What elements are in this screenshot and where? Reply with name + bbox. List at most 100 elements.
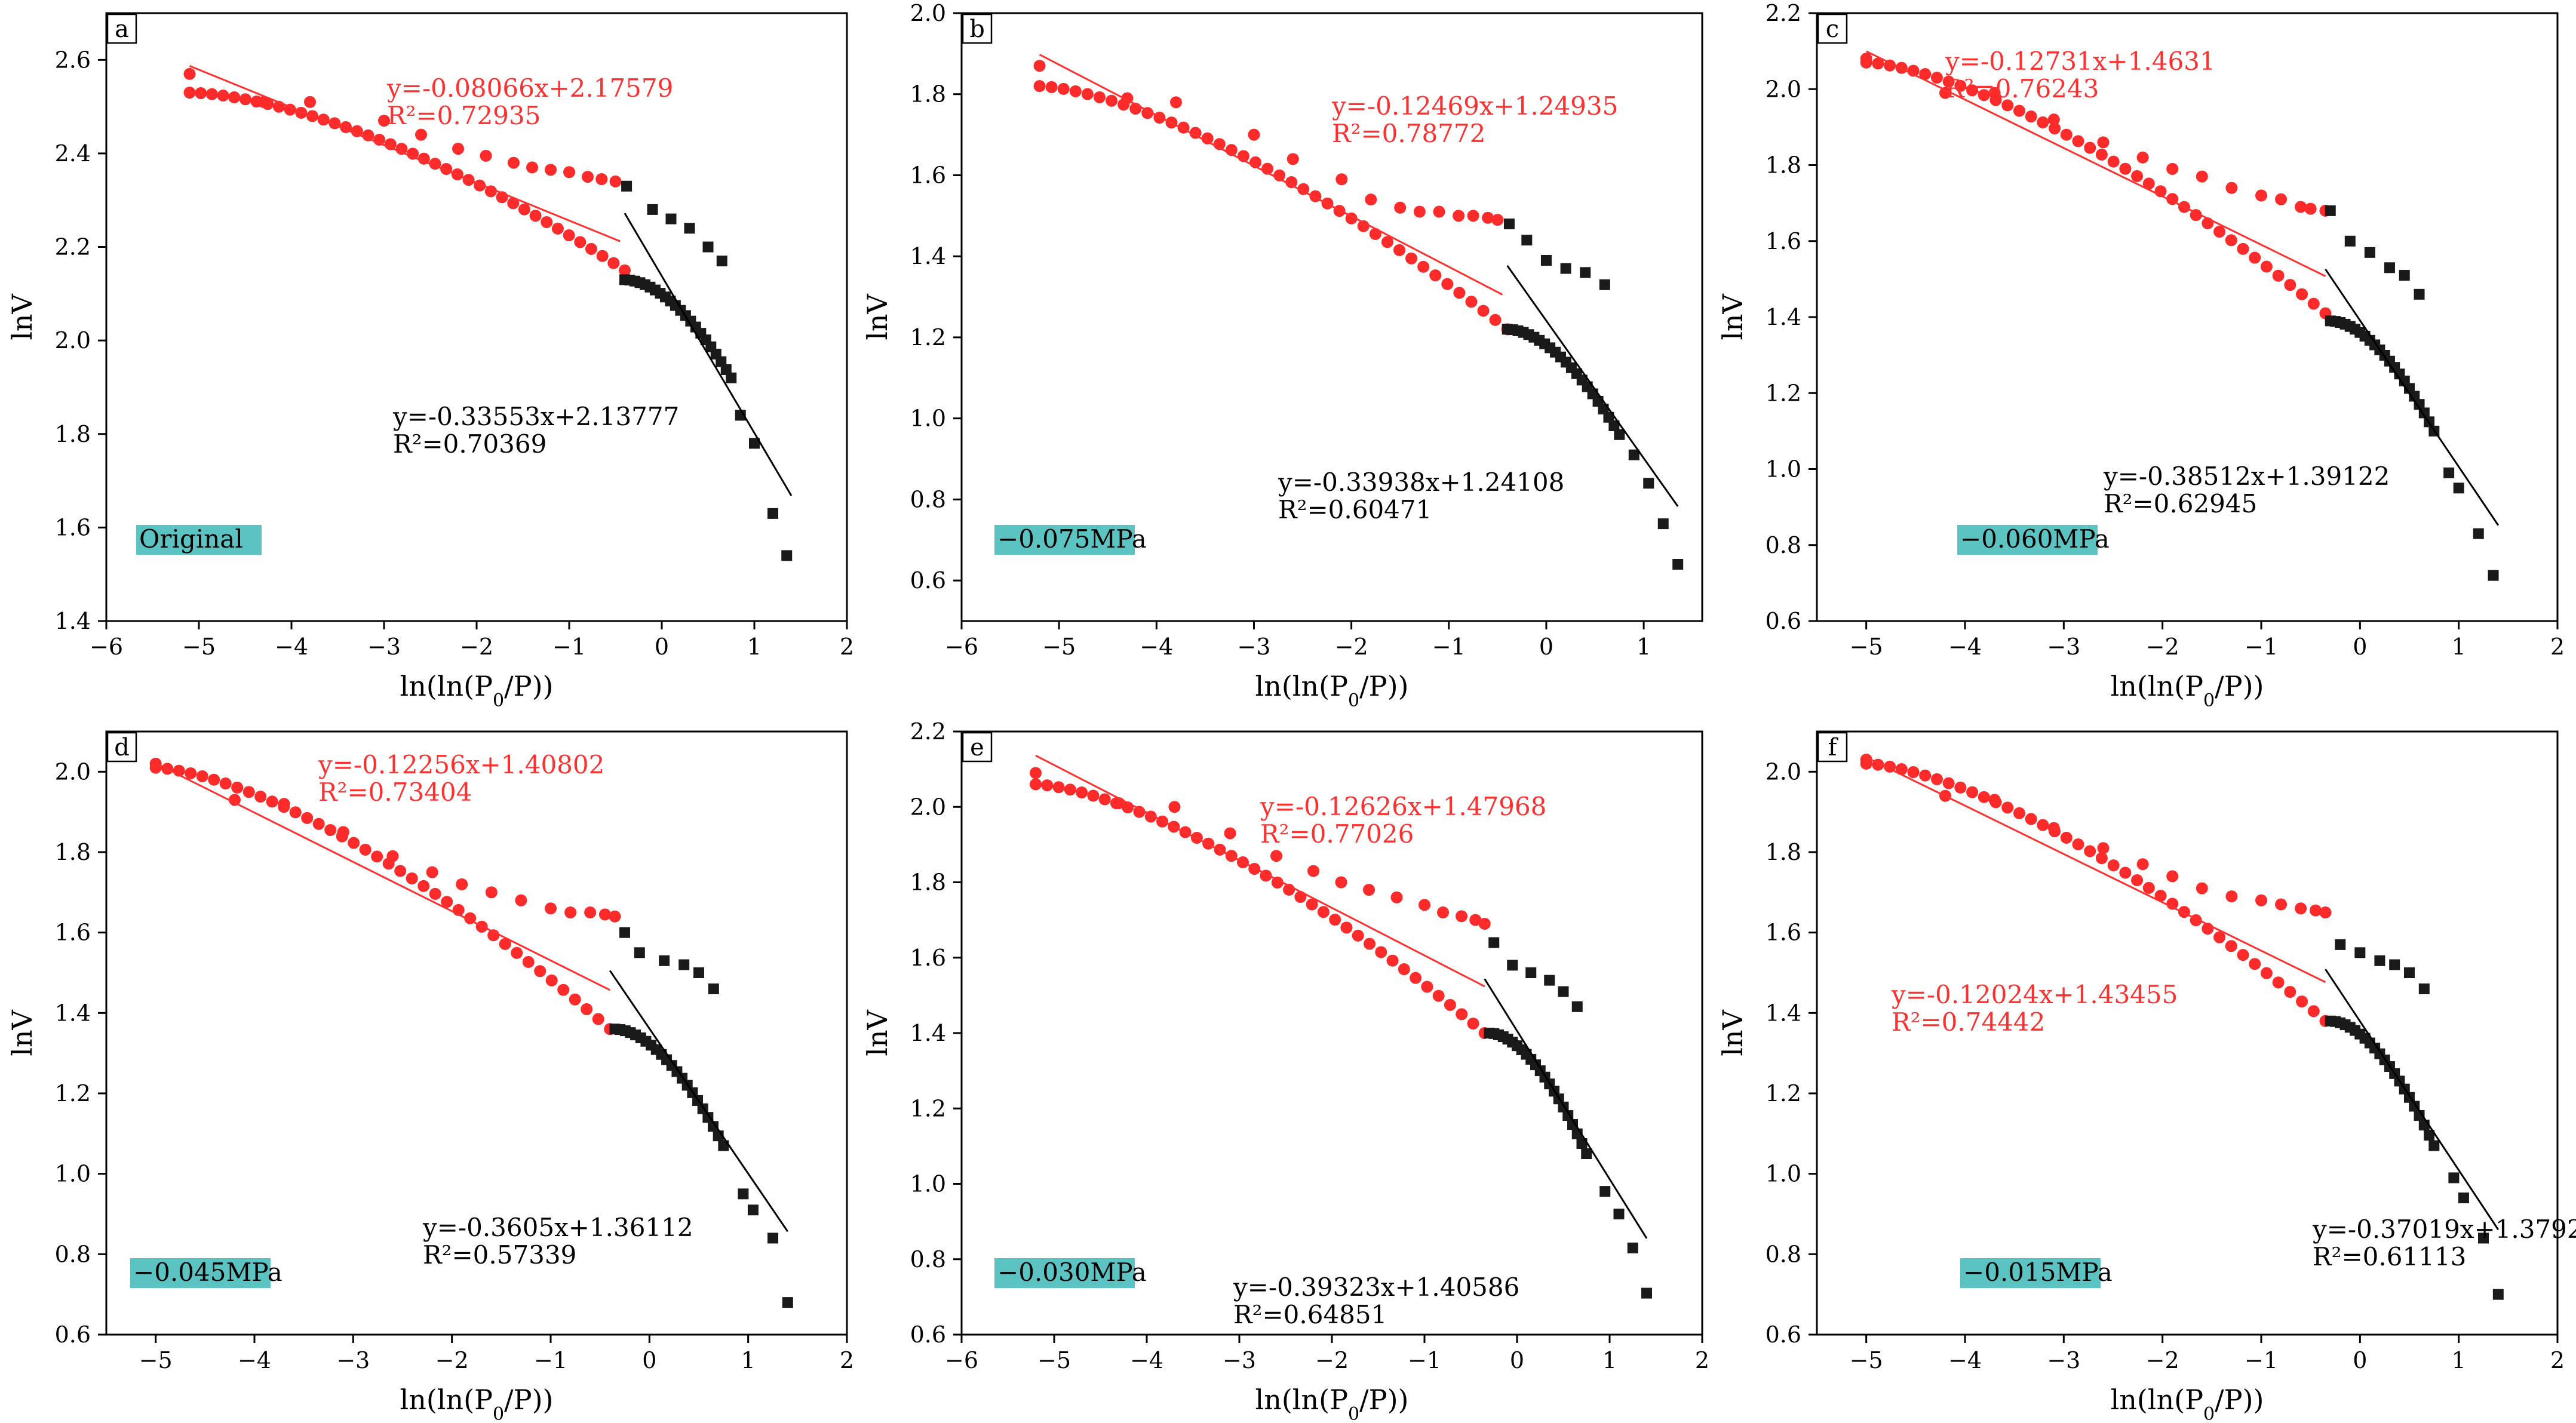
- x-tick-label: −5: [182, 634, 216, 660]
- data-point-black: [2364, 247, 2375, 258]
- data-point-red: [1978, 89, 1990, 102]
- data-point-red: [1884, 59, 1896, 72]
- y-tick-label: 1.6: [55, 514, 91, 540]
- y-tick-label: 1.8: [55, 421, 91, 447]
- data-point-red: [1988, 87, 2001, 99]
- data-point-black: [1558, 986, 1569, 997]
- x-tick-label: −6: [945, 1347, 978, 1373]
- data-point-red: [2001, 801, 2014, 814]
- data-point-red: [1872, 57, 1884, 70]
- data-point-black: [747, 1204, 759, 1216]
- fit-r2-black: R²=0.64851: [1233, 1300, 1387, 1329]
- data-point-black: [2335, 939, 2346, 950]
- data-point-red: [1093, 91, 1106, 103]
- data-point-red: [1491, 214, 1504, 226]
- fit-equation-black: y=-0.38512x+1.39122: [2103, 462, 2390, 491]
- data-point-red: [563, 166, 575, 179]
- data-point-black: [2488, 570, 2499, 581]
- data-point-red: [1106, 94, 1118, 107]
- data-point-black: [749, 438, 760, 449]
- fit-r2-red: R²=0.73404: [318, 777, 472, 807]
- data-point-black: [2424, 1129, 2435, 1141]
- data-point-red: [2166, 870, 2179, 883]
- data-point-red: [2284, 279, 2296, 291]
- data-point-red: [1386, 954, 1399, 967]
- data-point-black: [1608, 420, 1620, 431]
- fit-r2-red: R²=0.72935: [387, 101, 541, 130]
- fit-line-black: [1484, 978, 1648, 1239]
- fit-equation-black: y=-0.39323x+1.40586: [1233, 1273, 1519, 1302]
- data-point-red: [582, 171, 594, 183]
- data-point-red: [1045, 81, 1058, 93]
- data-point-red: [266, 795, 278, 808]
- data-point-red: [1030, 767, 1042, 779]
- data-point-red: [1270, 850, 1282, 862]
- y-tick-label: 1.2: [1766, 380, 1801, 406]
- data-point-red: [2255, 189, 2267, 202]
- data-point-red: [480, 149, 492, 162]
- x-tick-label: −1: [2245, 1347, 2278, 1373]
- data-point-red: [598, 908, 611, 921]
- data-point-red: [541, 216, 553, 228]
- data-point-black: [1581, 1148, 1592, 1159]
- data-point-black: [2414, 399, 2425, 410]
- data-point-red: [452, 143, 464, 155]
- fit-r2-black: R²=0.70369: [393, 429, 546, 459]
- x-tick-label: 0: [2353, 1347, 2367, 1373]
- data-point-black: [2409, 391, 2420, 402]
- x-tick-label: 1: [741, 1347, 756, 1373]
- x-tick-label: 1: [2452, 634, 2466, 660]
- y-axis-title: lnV: [861, 1009, 894, 1056]
- x-tick-label: −5: [1850, 634, 1883, 660]
- data-point-red: [371, 850, 383, 863]
- data-point-red: [1405, 252, 1418, 265]
- data-point-red: [2107, 859, 2120, 872]
- data-point-red: [2249, 958, 2261, 970]
- data-point-red: [183, 87, 196, 99]
- data-point-red: [1482, 211, 1494, 224]
- y-tick-label: 2.0: [1766, 758, 1801, 785]
- x-tick-label: −3: [2047, 634, 2080, 660]
- panel-letter-box: [1817, 13, 1848, 44]
- y-tick-label: 2.0: [55, 327, 91, 354]
- data-point-black: [767, 508, 778, 519]
- data-point-red: [1307, 865, 1319, 877]
- data-point-black: [726, 372, 737, 383]
- fit-line-red: [1035, 754, 1485, 988]
- y-tick-label: 0.8: [910, 1246, 946, 1273]
- data-point-red: [1930, 72, 1943, 84]
- condition-label: −0.045MPa: [133, 1258, 283, 1287]
- x-tick-label: −3: [2047, 1347, 2080, 1373]
- x-tick-label: 2: [2550, 1347, 2565, 1373]
- data-point-black: [1571, 1001, 1583, 1012]
- data-point-red: [1363, 938, 1375, 950]
- data-point-red: [2196, 882, 2208, 895]
- data-point-red: [208, 773, 220, 786]
- data-point-red: [1081, 88, 1094, 100]
- data-point-red: [581, 1003, 593, 1016]
- y-tick-label: 1.8: [910, 869, 946, 896]
- data-point-red: [231, 781, 244, 794]
- data-point-red: [1966, 84, 1979, 97]
- y-tick-label: 2.6: [55, 47, 91, 73]
- data-point-red: [301, 812, 314, 824]
- data-point-red: [569, 993, 581, 1006]
- data-point-red: [217, 90, 229, 102]
- x-tick-label: −1: [2245, 634, 2278, 660]
- data-point-red: [1942, 777, 1955, 789]
- plot-frame: [960, 12, 1703, 622]
- x-tick-label: 1: [747, 634, 762, 660]
- x-axis-title: ln(ln(P0/P)): [2111, 1384, 2264, 1423]
- y-axis-title: lnV: [6, 293, 38, 340]
- panel-letter: d: [114, 734, 130, 761]
- data-point-red: [499, 938, 511, 950]
- x-tick-label: −3: [1223, 1347, 1256, 1373]
- fit-r2-black: R²=0.60471: [1278, 495, 1432, 524]
- data-point-red: [2295, 201, 2307, 213]
- fit-equation-black: y=-0.33938x+1.24108: [1278, 468, 1564, 497]
- x-tick-label: −6: [90, 634, 123, 660]
- y-tick-label: 0.6: [55, 1321, 91, 1348]
- data-point-red: [1444, 998, 1456, 1011]
- x-axis-title: ln(ln(P0/P)): [1255, 1384, 1409, 1423]
- data-point-red: [619, 264, 631, 276]
